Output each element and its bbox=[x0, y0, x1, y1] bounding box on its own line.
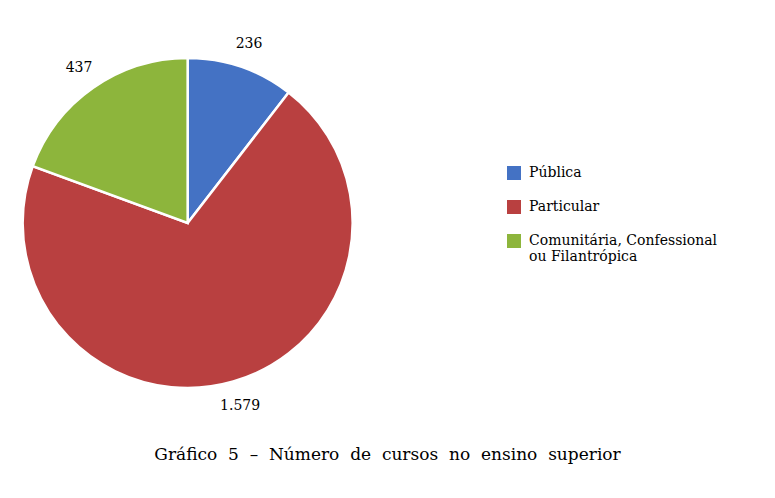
html-text:Particular: Particular bbox=[529, 198, 600, 214]
html-text:ou Filantrópica: ou Filantrópica bbox=[529, 248, 638, 264]
svg-text:236: 236 bbox=[236, 35, 263, 51]
html-text:Comunitária, Confessional: Comunitária, Confessional bbox=[529, 232, 718, 248]
svg-text:437: 437 bbox=[66, 59, 93, 75]
html-text:Gráfico 5 – Número de cursos n: Gráfico 5 – Número de cursos no ensino s… bbox=[154, 444, 621, 464]
svg-text:1.579: 1.579 bbox=[220, 397, 260, 413]
html-text:Pública: Pública bbox=[529, 164, 582, 180]
